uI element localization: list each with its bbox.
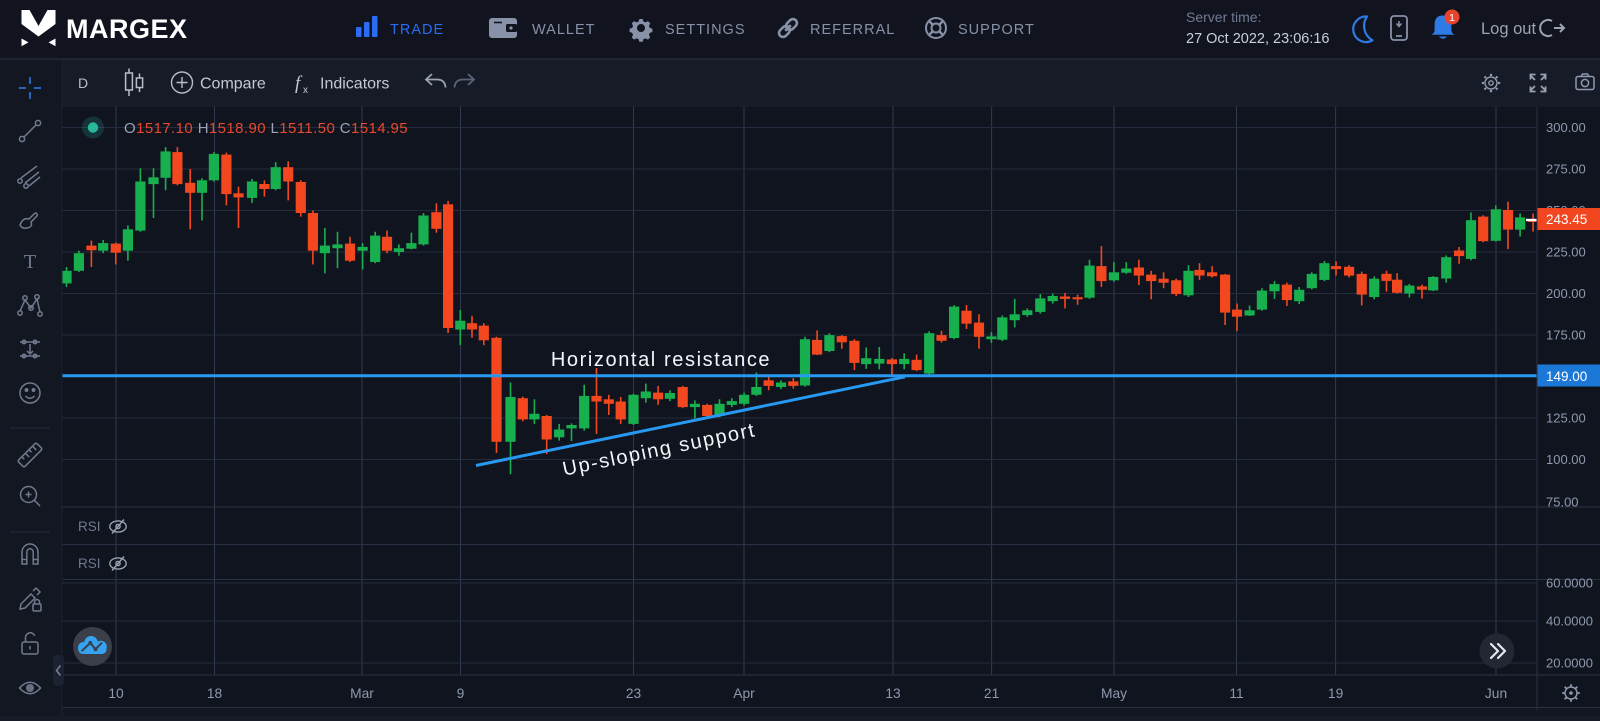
svg-text:300.00: 300.00 — [1546, 120, 1586, 135]
svg-text:20.0000: 20.0000 — [1546, 656, 1593, 671]
svg-text:40.0000: 40.0000 — [1546, 614, 1593, 629]
svg-text:SETTINGS: SETTINGS — [665, 22, 746, 38]
svg-text:RSI: RSI — [78, 519, 101, 534]
svg-text:23: 23 — [626, 686, 642, 701]
svg-text:125.00: 125.00 — [1546, 411, 1586, 426]
svg-text:D: D — [78, 75, 88, 91]
svg-text:Jun: Jun — [1485, 686, 1507, 701]
svg-text:x: x — [303, 85, 308, 96]
svg-text:T: T — [24, 251, 36, 273]
svg-text:Apr: Apr — [733, 686, 755, 701]
svg-text:Server time:: Server time: — [1186, 9, 1261, 25]
svg-text:RSI: RSI — [78, 556, 101, 571]
svg-text:WALLET: WALLET — [532, 22, 595, 38]
svg-text:9: 9 — [457, 686, 465, 701]
svg-text:60.0000: 60.0000 — [1546, 576, 1593, 591]
svg-text:21: 21 — [984, 686, 999, 701]
svg-text:175.00: 175.00 — [1546, 328, 1586, 343]
svg-text:13: 13 — [885, 686, 901, 701]
svg-text:Horizontal resistance: Horizontal resistance — [551, 349, 771, 371]
svg-text:O1517.10 H1518.90 L1511.50 C15: O1517.10 H1518.90 L1511.50 C1514.95 — [124, 120, 408, 137]
svg-text:19: 19 — [1328, 686, 1344, 701]
svg-text:REFERRAL: REFERRAL — [810, 22, 895, 38]
svg-text:TRADE: TRADE — [390, 22, 444, 38]
svg-text:27 Oct 2022, 23:06:16: 27 Oct 2022, 23:06:16 — [1186, 31, 1330, 47]
svg-text:11: 11 — [1229, 686, 1243, 701]
svg-text:Mar: Mar — [350, 686, 374, 701]
svg-text:10: 10 — [108, 686, 124, 701]
svg-text:200.00: 200.00 — [1546, 286, 1586, 301]
svg-text:275.00: 275.00 — [1546, 162, 1586, 177]
svg-text:149.00: 149.00 — [1546, 369, 1587, 384]
svg-text:243.45: 243.45 — [1546, 212, 1587, 227]
svg-text:18: 18 — [207, 686, 223, 701]
svg-text:SUPPORT: SUPPORT — [958, 22, 1035, 38]
svg-text:225.00: 225.00 — [1546, 245, 1586, 260]
svg-text:75.00: 75.00 — [1546, 495, 1579, 510]
svg-text:Log out: Log out — [1481, 20, 1536, 38]
svg-text:May: May — [1101, 686, 1127, 701]
svg-text:1: 1 — [1449, 12, 1455, 24]
svg-text:Indicators: Indicators — [320, 76, 389, 93]
svg-text:Compare: Compare — [200, 76, 266, 93]
svg-text:MARGEX: MARGEX — [66, 14, 188, 44]
svg-text:100.00: 100.00 — [1546, 452, 1586, 467]
